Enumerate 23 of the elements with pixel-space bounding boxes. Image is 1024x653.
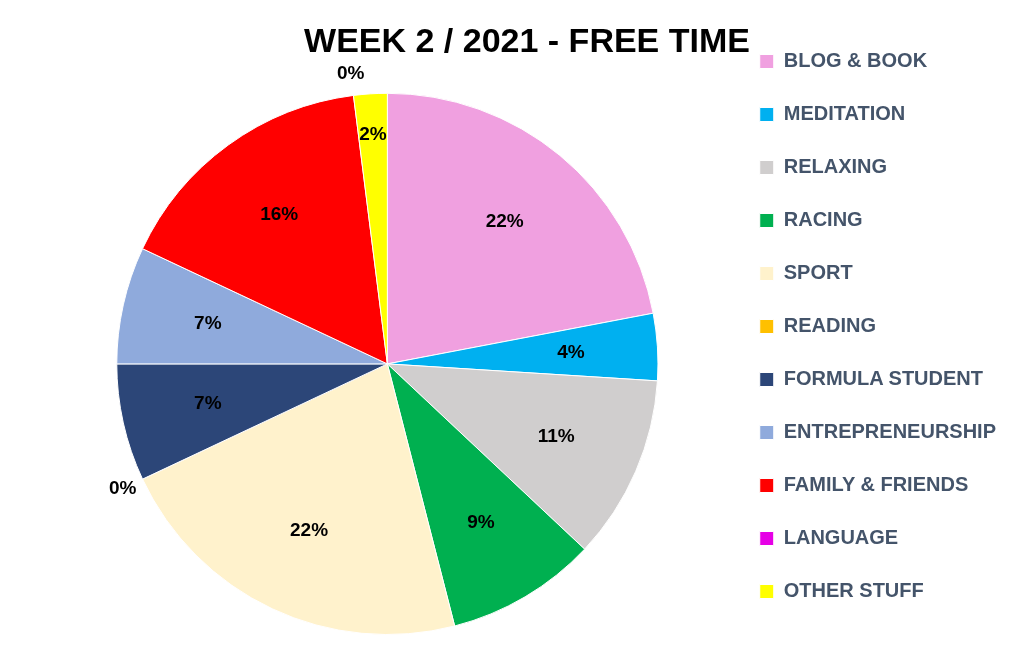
legend-label: RACING [783,208,863,231]
legend-label: OTHER STUFF [783,579,924,602]
legend-label: FAMILY & FRIENDS [783,473,969,496]
legend-label: LANGUAGE [783,526,899,549]
data-label: 22% [485,210,524,232]
data-label: 22% [290,518,329,540]
data-label: 7% [194,311,222,333]
data-label: 9% [467,510,495,532]
legend-label: MEDITATION [783,102,906,125]
data-label: 11% [537,425,575,447]
data-label: 2% [359,122,387,144]
text: 0% [336,61,365,83]
data-label: 16% [260,203,299,225]
legend-label: FORMULA STUDENT [783,367,983,390]
legend-label: SPORT [783,261,853,284]
legend-label: READING [783,314,876,337]
text: 0% [108,476,137,498]
data-label: 4% [557,340,585,362]
legend-label: RELAXING [783,155,888,178]
legend-label: ENTREPRENEURSHIP [783,420,997,443]
legend-label: BLOG & BOOK [783,49,928,72]
data-label: 7% [194,392,222,414]
chart-title: WEEK 2 / 2021 - FREE TIME [304,20,750,59]
